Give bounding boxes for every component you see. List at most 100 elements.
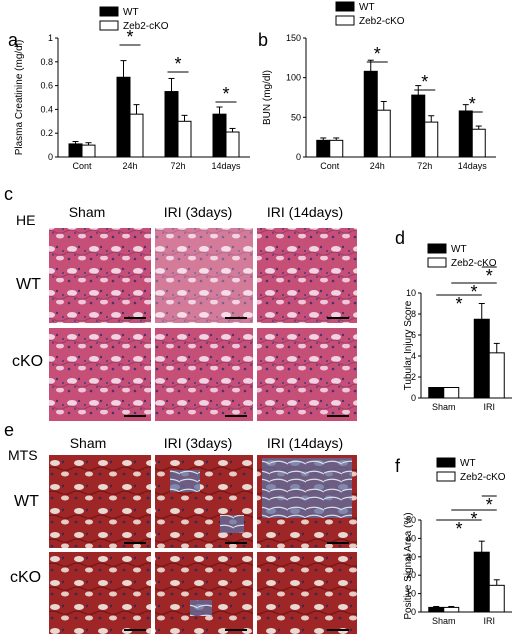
y-tick-label: 0: [411, 393, 416, 403]
micrograph-mts-wt-iri-3days: [155, 455, 253, 548]
significance-star: *: [455, 294, 462, 314]
micrograph-mts-cko-iri-3days: [155, 552, 253, 634]
bar-wt: [116, 76, 131, 158]
micrograph-mts-cko-sham: [49, 552, 151, 634]
significance-star: *: [486, 266, 493, 286]
y-tick-label: 1: [48, 33, 53, 43]
y-tick-label: 8: [411, 309, 416, 319]
legend-swatch: [335, 15, 355, 26]
panel-label-a: a: [8, 30, 19, 50]
category-label: IRI: [483, 616, 495, 626]
y-axis-label: Tubular Injury Score: [403, 300, 414, 390]
legend-label: Zeb2-cKO: [359, 16, 405, 27]
category-label: Sham: [432, 402, 456, 412]
fibrosis-region: [170, 470, 200, 492]
row-label-wt: WT: [14, 493, 39, 510]
y-tick-label: 10: [406, 589, 416, 599]
significance-star: *: [470, 282, 477, 302]
micrograph-he-cko-sham: [49, 328, 151, 421]
legend-label: Zeb2-cKO: [123, 21, 169, 32]
bar-wt: [68, 143, 83, 158]
micrograph-panel-mts: MTS Sham IRI (3days) IRI (14days) WT cKO: [8, 435, 357, 634]
column-header-sham: Sham: [69, 204, 106, 220]
chart-plasma-creatinine: 0 0.2 0.4 0.6 0.8 1 Cont 24h 72h 14days Plasma Cre…: [14, 6, 250, 171]
bar-wt: [428, 387, 445, 399]
y-axis-label: Plasma Creatinine (mg/dl): [14, 40, 25, 156]
significance-star: *: [470, 509, 477, 529]
bar-wt: [212, 113, 227, 158]
significance-star: *: [374, 44, 381, 64]
y-tick-label: 20: [406, 570, 416, 580]
row-label-wt: WT: [16, 276, 41, 293]
y-tick-label: 0.8: [40, 57, 53, 67]
bar-cko: [471, 128, 486, 158]
y-tick-label: 6: [411, 330, 416, 340]
y-tick-label: 0: [411, 607, 416, 617]
chart-bun: 0 50 100 150 Cont 24h 72h 14days BUN (mg/dl) WT Ze…: [262, 1, 496, 171]
y-tick-label: 100: [286, 73, 301, 83]
micrograph-he-cko-iri-3days: [155, 328, 253, 421]
bar-cko: [488, 584, 505, 613]
micrograph-he-cko-iri-14days: [257, 328, 357, 421]
y-axis-label: BUN (mg/dl): [262, 70, 273, 125]
y-tick-label: 10: [406, 288, 416, 298]
panel-label-d: d: [395, 228, 405, 248]
micrograph-panel-he: HE Sham IRI (3days) IRI (14days) WT cKO: [12, 204, 357, 421]
micrograph-he-wt-iri-3days-pallor: [155, 228, 253, 323]
y-tick-label: 0.2: [40, 128, 53, 138]
fibrosis-region: [220, 515, 244, 533]
significance-star: *: [455, 519, 462, 539]
bar-wt: [428, 606, 445, 613]
y-tick-label: 30: [406, 552, 416, 562]
significance-star: *: [421, 72, 428, 92]
bar-cko: [81, 144, 96, 158]
category-label: Sham: [432, 616, 456, 626]
bar-cko: [329, 139, 344, 158]
category-label: 24h: [370, 161, 385, 171]
column-header-iri-3days: IRI (3days): [164, 435, 232, 451]
micrograph-mts-wt-sham: [49, 455, 151, 548]
micrograph-he-wt-sham: [49, 228, 151, 323]
stain-label-mts: MTS: [8, 447, 38, 463]
y-tick-label: 50: [406, 515, 416, 525]
chart-tubular-injury-score: 0 2 4 6 8 10 Sham IRI Tubular Injury Score WT Zeb2…: [403, 243, 512, 412]
bar-cko: [424, 121, 439, 158]
legend-swatch: [99, 6, 119, 17]
panel-label-f: f: [395, 456, 401, 476]
significance-star: *: [469, 94, 476, 114]
row-label-cko: cKO: [10, 569, 41, 586]
legend-swatch: [436, 457, 456, 468]
panel-label-b: b: [258, 30, 268, 50]
bar-wt: [473, 551, 490, 613]
y-tick-label: 0: [296, 152, 301, 162]
chart-positive-signal-area: 0 10 20 30 40 50 Sham IRI Positive Signal Area (…: [403, 457, 512, 626]
significance-star: *: [222, 84, 229, 104]
row-label-cko: cKO: [12, 353, 43, 370]
y-tick-label: 2: [411, 372, 416, 382]
significance-star: *: [174, 54, 181, 74]
micrograph-he-wt-iri-3days: [155, 228, 253, 323]
legend-label: WT: [451, 244, 467, 255]
bar-wt: [363, 70, 378, 158]
legend-label: WT: [123, 7, 139, 18]
bar-cko: [177, 120, 192, 158]
legend-label: WT: [460, 458, 476, 469]
fibrosis-region: [262, 458, 352, 518]
bar-wt: [316, 139, 331, 158]
y-tick-label: 0.6: [40, 81, 53, 91]
category-label: Cont: [72, 161, 92, 171]
bar-cko: [443, 387, 460, 399]
y-axis-label: Positive Signal Area (%): [403, 512, 414, 619]
y-tick-label: 40: [406, 533, 416, 543]
micrograph-mts-cko-iri-14days: [257, 552, 357, 634]
y-tick-label: 150: [286, 33, 301, 43]
bar-cko: [225, 131, 240, 158]
fibrosis-region: [190, 600, 212, 616]
category-label: 24h: [122, 161, 137, 171]
column-header-iri-14days: IRI (14days): [267, 204, 343, 220]
legend-label: Zeb2-cKO: [460, 472, 506, 483]
y-tick-label: 4: [411, 351, 416, 361]
y-tick-label: 0: [48, 152, 53, 162]
legend-swatch: [99, 20, 119, 31]
